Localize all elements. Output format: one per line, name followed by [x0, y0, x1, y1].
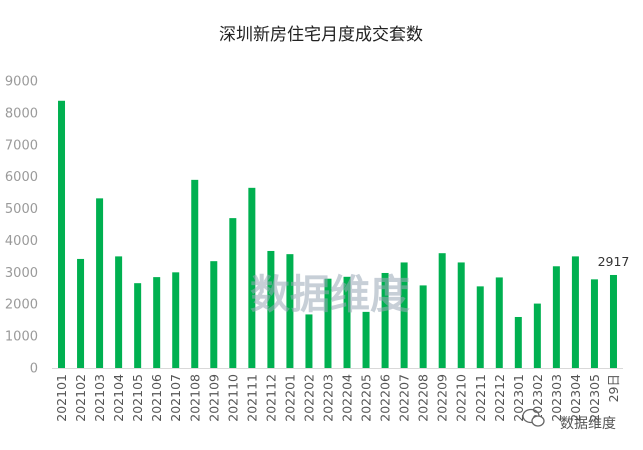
bar [77, 258, 85, 368]
x-tick-label: 202304 [568, 374, 583, 422]
x-tick-label: 202303 [549, 374, 564, 422]
chart-title: 深圳新房住宅月度成交套数 [219, 25, 423, 45]
bar [495, 277, 503, 368]
y-tick-label: 5000 [5, 202, 38, 217]
bar [96, 198, 104, 368]
bar [267, 250, 275, 368]
x-tick-label: 202211 [473, 374, 488, 422]
y-tick-label: 6000 [5, 170, 38, 185]
x-tick-label: 202206 [378, 374, 393, 422]
x-tick-label: 202101 [54, 374, 69, 422]
x-tick-label: 202112 [263, 374, 278, 422]
x-tick-label: 202109 [206, 374, 221, 422]
y-tick-label: 4000 [5, 234, 38, 249]
bar [476, 286, 484, 368]
bar [115, 256, 123, 368]
bar [552, 266, 560, 368]
x-tick-label: 202302 [530, 374, 545, 422]
y-tick-label: 7000 [5, 138, 38, 153]
bar [153, 277, 161, 368]
x-tick-label: 202110 [225, 374, 240, 422]
bar [343, 276, 351, 368]
x-tick-label: 202106 [149, 374, 164, 422]
bar [134, 283, 142, 368]
x-tick-label: 202203 [320, 374, 335, 422]
x-tick-label: 202103 [92, 374, 107, 422]
data-label: 2917 [598, 254, 630, 269]
y-tick-label: 0 [30, 362, 38, 377]
bar [457, 262, 465, 368]
y-tick-label: 3000 [5, 266, 38, 281]
y-tick-label: 8000 [5, 106, 38, 121]
bar [381, 272, 389, 368]
y-tick-label: 1000 [5, 330, 38, 345]
x-tick-label: 202210 [454, 374, 469, 422]
bar [248, 187, 256, 368]
bar [324, 278, 332, 368]
bar [305, 314, 313, 368]
y-tick-label: 9000 [5, 75, 38, 90]
x-tick-label: 202208 [416, 374, 431, 422]
bar [571, 256, 579, 368]
bar [362, 311, 370, 368]
x-axis: 202101 202102 202103 202104 202105 202106 2021… [54, 374, 621, 422]
x-tick-label: 202202 [301, 374, 316, 422]
x-tick-label: 202204 [340, 374, 355, 422]
x-tick-label: 202105 [130, 374, 145, 422]
x-tick-label: 202301 [511, 374, 526, 422]
bar [590, 279, 598, 368]
x-tick-label: 202107 [168, 374, 183, 422]
watermark-text: 数据维度 [250, 272, 410, 318]
wechat-icon [522, 408, 545, 427]
watermark-corner: 数据维度 [522, 408, 616, 432]
y-axis: 0 1000 2000 3000 4000 5000 6000 7000 8000 9000 [5, 75, 38, 377]
bar [286, 254, 294, 368]
bar [210, 261, 218, 368]
data-labels: 2917 [598, 254, 630, 269]
x-tick-label: 202104 [111, 374, 126, 422]
bar [191, 179, 199, 368]
x-tick-label: 202212 [492, 374, 507, 422]
y-tick-label: 2000 [5, 298, 38, 313]
watermark-corner-text: 数据维度 [560, 416, 616, 432]
x-tick-label: 202111 [244, 374, 259, 422]
x-tick-label: 202108 [187, 374, 202, 422]
bar [533, 303, 541, 368]
bar [229, 218, 237, 368]
x-tick-label: 202201 [282, 374, 297, 422]
bar [58, 100, 66, 368]
x-tick-label: 202209 [435, 374, 450, 422]
bar [438, 253, 446, 368]
x-tick-label: 202207 [397, 374, 412, 422]
x-tick-label: 29日 [606, 374, 621, 402]
bar [609, 274, 617, 368]
bar [400, 262, 408, 368]
x-tick-label: 202102 [73, 374, 88, 422]
x-tick-label: 202305 [587, 374, 602, 422]
bar [514, 316, 522, 368]
bar-series [58, 100, 617, 368]
bar [419, 285, 427, 368]
x-tick-label: 202205 [359, 374, 374, 422]
bar [172, 272, 180, 368]
